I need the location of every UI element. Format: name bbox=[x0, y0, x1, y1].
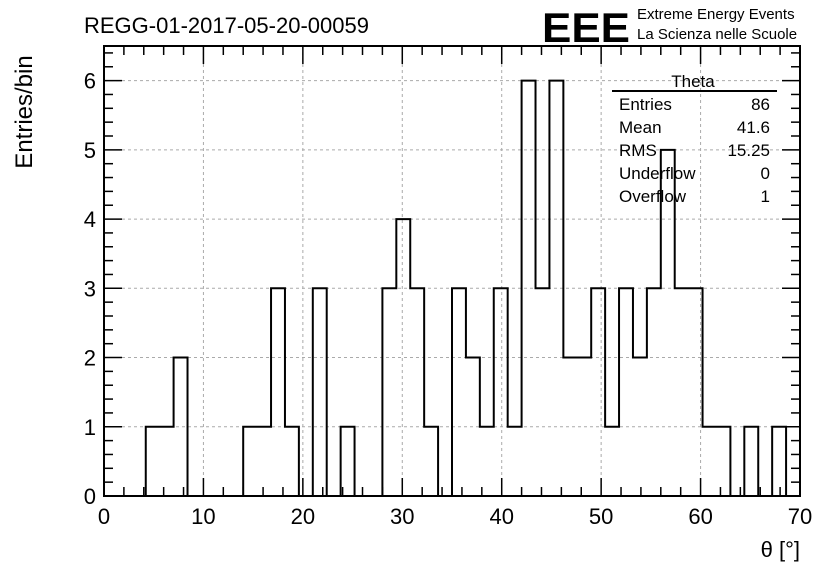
stats-label-rms: RMS bbox=[619, 141, 657, 160]
stats-box: Theta Entries 86 Mean 41.6 RMS 15.25 Und… bbox=[612, 72, 777, 206]
stats-value-underflow: 0 bbox=[761, 164, 770, 183]
y-axis-label: Entries/bin bbox=[11, 55, 38, 168]
stats-title: Theta bbox=[671, 72, 715, 91]
y-tick-label: 5 bbox=[84, 138, 96, 163]
histogram-step-line bbox=[104, 79, 800, 497]
stats-value-entries: 86 bbox=[751, 95, 770, 114]
stats-value-mean: 41.6 bbox=[737, 118, 770, 137]
stats-label-underflow: Underflow bbox=[619, 164, 696, 183]
x-tick-label: 10 bbox=[191, 504, 215, 529]
logo-line-1: Extreme Energy Events bbox=[637, 6, 795, 23]
x-tick-label: 70 bbox=[788, 504, 812, 529]
x-axis-label: θ [°] bbox=[761, 537, 800, 562]
run-title: REGG-01-2017-05-20-00059 bbox=[84, 13, 369, 38]
x-tick-label: 50 bbox=[589, 504, 613, 529]
x-tick-label: 0 bbox=[98, 504, 110, 529]
eee-logo: EEE bbox=[542, 4, 630, 51]
x-tick-label: 30 bbox=[390, 504, 414, 529]
x-tick-label: 20 bbox=[291, 504, 315, 529]
stats-value-rms: 15.25 bbox=[727, 141, 770, 160]
y-tick-label: 4 bbox=[84, 207, 96, 232]
logo-line-2: La Scienza nelle Scuole bbox=[637, 26, 797, 43]
y-tick-label: 3 bbox=[84, 276, 96, 301]
stats-label-entries: Entries bbox=[619, 95, 672, 114]
x-tick-label: 60 bbox=[688, 504, 712, 529]
axes bbox=[103, 45, 801, 497]
plot-frame bbox=[103, 45, 801, 497]
stats-label-mean: Mean bbox=[619, 118, 662, 137]
y-tick-label: 0 bbox=[84, 484, 96, 509]
y-tick-label: 1 bbox=[84, 415, 96, 440]
stats-label-overflow: Overflow bbox=[619, 187, 687, 206]
y-tick-label: 2 bbox=[84, 346, 96, 371]
y-tick-label: 6 bbox=[84, 69, 96, 94]
stats-value-overflow: 1 bbox=[761, 187, 770, 206]
x-tick-label: 40 bbox=[489, 504, 513, 529]
